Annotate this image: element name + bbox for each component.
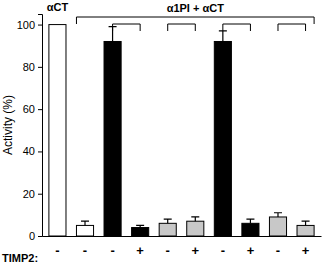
- chart: 0 20 40 60 80 100 - - - + - + - + - + αCT α1PI + αCT TIMP2…: [0, 0, 329, 268]
- x-tick-label: -: [110, 243, 114, 258]
- x-tick: -: [166, 236, 170, 258]
- y-tick-mark: [38, 67, 42, 68]
- x-tick: -: [110, 236, 114, 258]
- y-axis-line: [38, 15, 43, 237]
- bar: [269, 217, 286, 236]
- pair-bracket: [113, 24, 141, 31]
- error-bar: [219, 31, 227, 42]
- x-axis: - - - + - + - + - +: [43, 236, 322, 258]
- x-tick-label: +: [136, 243, 144, 258]
- x-tick-label: +: [302, 243, 310, 258]
- bar: [187, 221, 204, 236]
- y-tick: 100: [17, 19, 42, 31]
- y-tick-label: 40: [23, 145, 35, 157]
- y-tick-label: 0: [29, 230, 35, 242]
- y-tick-mark: [38, 236, 42, 237]
- x-tick-label: -: [221, 243, 225, 258]
- x-tick-label: +: [191, 243, 199, 258]
- error-bar: [164, 219, 172, 223]
- bar: [242, 223, 259, 236]
- x-tick-label: -: [166, 243, 170, 258]
- y-tick-label: 100: [17, 19, 35, 31]
- x-tick: -: [83, 236, 87, 258]
- error-bar: [191, 217, 199, 221]
- x-tick-label: -: [55, 243, 59, 258]
- y-tick: 20: [23, 188, 42, 200]
- y-tick-label: 20: [23, 188, 35, 200]
- pair-bracket: [223, 24, 251, 31]
- error-bar: [81, 221, 89, 225]
- pair-bracket: [278, 24, 306, 31]
- x-tick: +: [191, 236, 199, 258]
- y-tick: 80: [23, 61, 42, 73]
- y-tick-mark: [38, 25, 42, 26]
- error-bar: [246, 219, 254, 223]
- bar: [104, 41, 121, 236]
- x-tick: +: [136, 236, 144, 258]
- bar: [159, 223, 176, 236]
- bar: [132, 228, 149, 236]
- bar: [297, 225, 314, 236]
- y-tick-label: 80: [23, 61, 35, 73]
- y-tick-mark: [38, 151, 42, 152]
- bar: [214, 41, 231, 236]
- error-bar: [136, 225, 144, 227]
- x-tick-label: +: [247, 243, 255, 258]
- x-tick: -: [221, 236, 225, 258]
- annotation: α1PI + αCT: [167, 2, 225, 14]
- y-tick-mark: [38, 109, 42, 110]
- x-tick: +: [302, 236, 310, 258]
- y-tick-mark: [38, 194, 42, 195]
- pair-bracket: [168, 24, 196, 31]
- plot-area: [49, 25, 314, 236]
- x-tick: -: [276, 236, 280, 258]
- error-bar: [274, 213, 282, 217]
- x-axis-line: [43, 236, 322, 237]
- y-tick: 60: [23, 103, 42, 115]
- y-tick-label: 60: [23, 103, 35, 115]
- bar: [49, 25, 66, 236]
- group-bracket: [76, 17, 314, 24]
- x-tick-label: -: [276, 243, 280, 258]
- annotation: TIMP2:: [2, 252, 38, 264]
- y-axis: 0 20 40 60 80 100: [17, 15, 43, 243]
- bar: [76, 225, 93, 236]
- error-bar: [302, 221, 310, 225]
- y-tick: 40: [23, 145, 42, 157]
- brackets: [76, 17, 314, 31]
- y-axis-title: Activity (%): [1, 95, 15, 155]
- annotation: αCT: [47, 1, 69, 13]
- x-tick-label: -: [83, 243, 87, 258]
- y-tick: 0: [29, 230, 42, 242]
- x-tick: -: [55, 236, 59, 258]
- x-tick: +: [247, 236, 255, 258]
